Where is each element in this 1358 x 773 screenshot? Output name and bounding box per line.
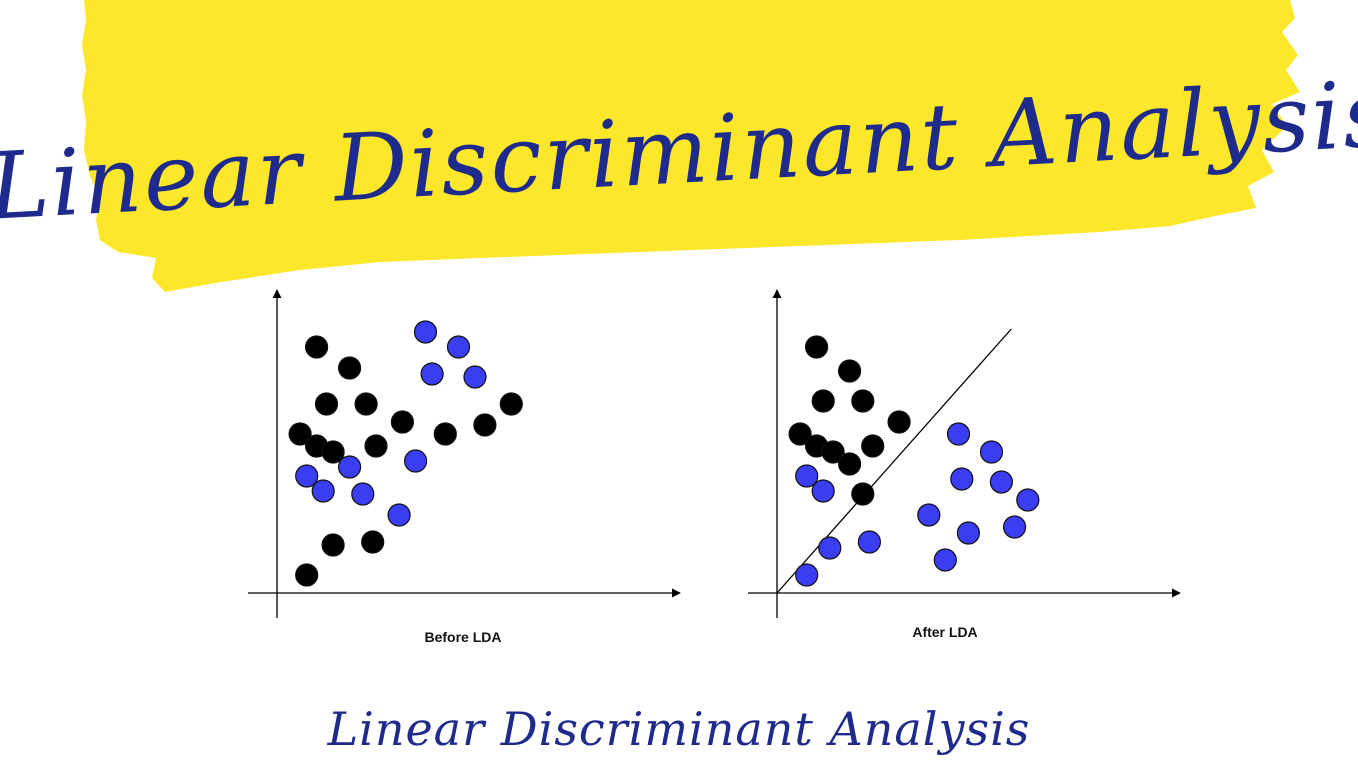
scatter-point-black [390, 410, 414, 434]
before-lda-chart: Before LDA [248, 289, 681, 645]
scatter-point-black [288, 422, 312, 446]
scatter-point-blue [956, 521, 981, 545]
scatter-point-blue [989, 470, 1014, 494]
scatter-point-blue [946, 422, 971, 446]
scatter-point-blue [413, 320, 438, 344]
scatter-point-black [811, 389, 835, 413]
scatter-point-blue [818, 536, 842, 560]
scatter-point-black [314, 392, 339, 416]
scatter-point-black [821, 440, 845, 464]
scatter-point-blue [351, 482, 375, 506]
scatter-point-black [788, 422, 812, 446]
scatter-point-blue [420, 362, 444, 386]
scatter-point-blue [338, 455, 362, 479]
scatter-point-black [851, 482, 875, 506]
scatter-point-blue [404, 449, 428, 473]
after-lda-chart: After LDA [748, 289, 1181, 640]
scatter-point-blue [811, 479, 835, 503]
scatter-point-black [861, 434, 885, 458]
scatter-point-blue [979, 440, 1004, 464]
scatter-point-blue [446, 335, 471, 359]
scatter-point-blue [311, 479, 335, 503]
scatter-point-blue [950, 467, 974, 491]
scatter-point-blue [295, 464, 319, 488]
scatter-point-blue [463, 365, 487, 389]
scatter-point-blue [1016, 488, 1040, 512]
scatter-point-black [837, 359, 862, 383]
scatter-point-blue [857, 530, 882, 554]
scatter-point-black [499, 392, 523, 416]
scatter-point-blue [795, 563, 819, 587]
footer-title: Linear Discriminant Analysis [327, 702, 1031, 756]
scatter-point-blue [1002, 515, 1027, 539]
scatter-point-blue [387, 503, 411, 527]
scatter-point-black [887, 410, 911, 434]
scatter-point-black [473, 413, 497, 437]
scatter-point-blue [933, 548, 957, 572]
scatter-point-black [364, 434, 388, 458]
chart-caption: After LDA [912, 624, 977, 640]
scatter-point-black [804, 335, 829, 359]
scatter-point-blue [795, 464, 819, 488]
scatter-point-black [354, 392, 378, 416]
scatter-point-black [305, 335, 329, 359]
scatter-point-black [321, 440, 345, 464]
scatter-point-black [338, 356, 362, 380]
chart-caption: Before LDA [424, 629, 501, 645]
yellow-brush-stroke [82, 0, 1300, 292]
lda-separator-line [776, 328, 1012, 594]
scatter-point-black [851, 389, 875, 413]
scatter-point-black [837, 452, 862, 476]
scatter-point-black [295, 563, 319, 587]
scatter-point-black [321, 533, 345, 557]
title-highlight-brush [82, 0, 1300, 292]
scatter-point-blue [917, 503, 941, 527]
scatter-point-black [433, 422, 457, 446]
scatter-point-black [361, 530, 385, 554]
